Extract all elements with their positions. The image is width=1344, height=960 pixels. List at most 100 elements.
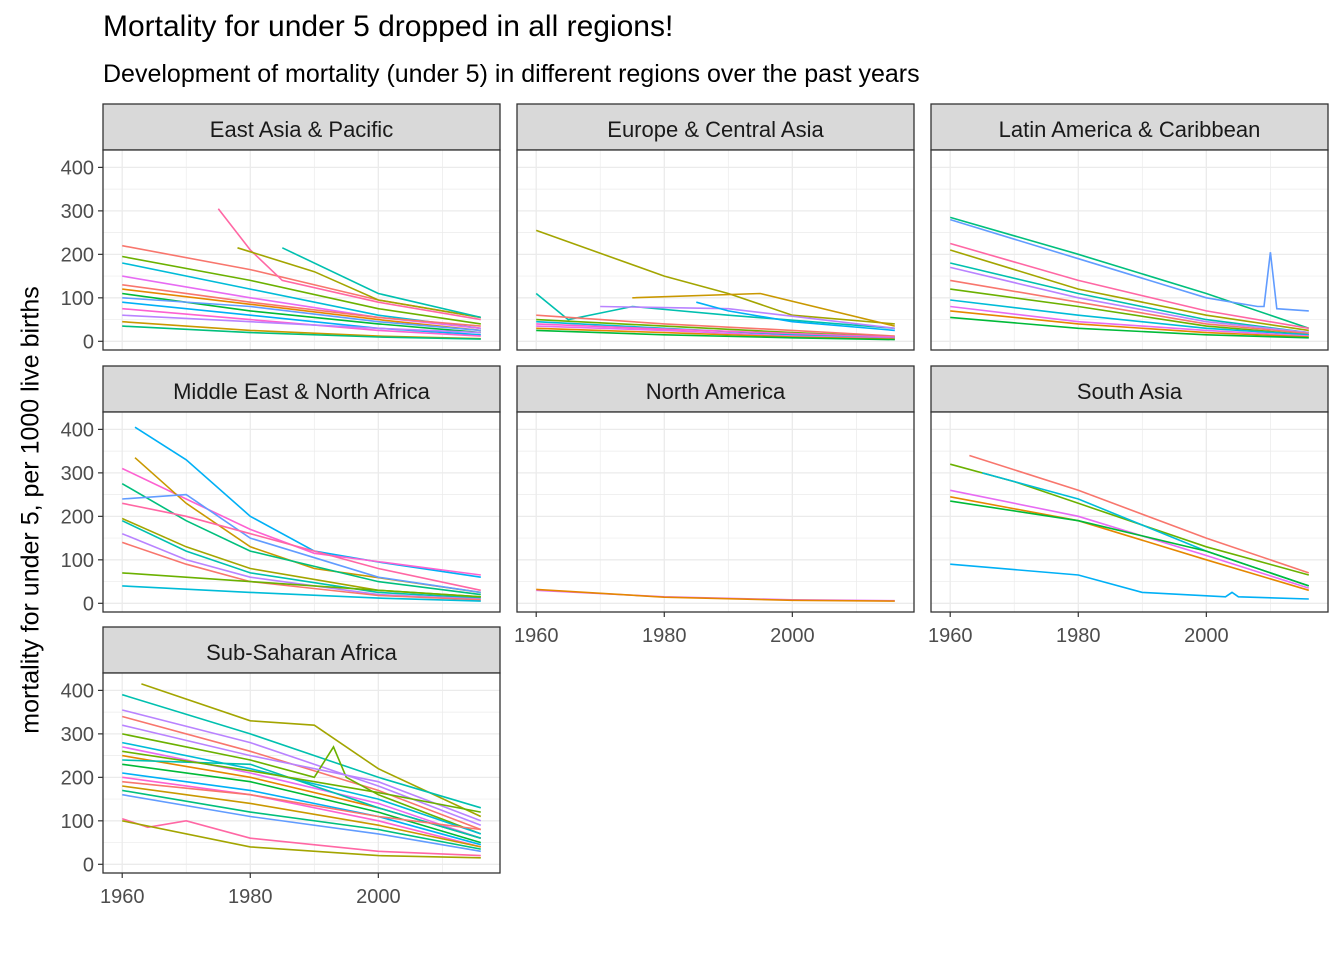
facet-strip — [516, 103, 915, 151]
series-line — [122, 724, 482, 822]
series-line — [950, 266, 1309, 334]
series-line — [122, 502, 481, 592]
x-tick-label: 1960 — [514, 625, 559, 647]
series-line — [950, 288, 1309, 336]
panel-background — [931, 150, 1328, 350]
y-tick-label: 200 — [61, 767, 94, 789]
x-tick-label: 1960 — [928, 625, 973, 647]
facet-strip-label: Europe & Central Asia — [607, 117, 824, 142]
series-line — [122, 255, 481, 325]
x-tick-label: 1980 — [228, 886, 273, 908]
panel-border — [516, 149, 915, 351]
facet-strip — [102, 626, 501, 674]
facet-panel: Latin America & Caribbean — [930, 103, 1329, 351]
y-tick-label: 200 — [61, 506, 94, 528]
x-tick-label: 1980 — [642, 625, 687, 647]
series-line — [122, 314, 481, 334]
y-tick-label: 400 — [61, 419, 94, 441]
series-line — [122, 709, 482, 826]
x-tick-label: 1960 — [100, 886, 145, 908]
series-line — [121, 693, 482, 809]
y-tick-label: 100 — [61, 550, 94, 572]
facet-strip-label: East Asia & Pacific — [210, 117, 393, 142]
series-line — [122, 780, 481, 831]
y-tick-label: 400 — [61, 157, 94, 179]
chart-title: Mortality for under 5 dropped in all reg… — [103, 10, 674, 43]
series-line — [122, 772, 482, 846]
series-line — [536, 329, 895, 341]
facet-panel: North America 1960 1980 2000 — [514, 365, 915, 647]
series-line — [696, 301, 895, 332]
facet-strip — [516, 365, 915, 413]
series-line — [122, 572, 481, 598]
series-line — [950, 262, 1309, 334]
series-line — [237, 247, 481, 319]
chart-subtitle: Development of mortality (under 5) in di… — [103, 60, 920, 88]
series-line — [122, 288, 481, 332]
panel-border — [930, 411, 1329, 613]
series-line — [121, 715, 482, 831]
series-line — [950, 316, 1309, 339]
y-tick-label: 200 — [61, 244, 94, 266]
y-tick-label: 300 — [61, 201, 94, 223]
x-tick-label: 1980 — [1056, 625, 1101, 647]
series-line — [122, 776, 481, 848]
series-line — [950, 563, 1309, 600]
series-line — [536, 323, 895, 338]
series-line — [122, 750, 481, 813]
x-tick-label: 2000 — [770, 625, 815, 647]
panel-border — [102, 672, 501, 874]
series-line — [217, 208, 481, 321]
facet-strip — [102, 365, 501, 413]
facet-strip-label: Sub-Saharan Africa — [206, 640, 398, 665]
series-line — [121, 467, 481, 576]
series-line — [281, 247, 481, 319]
series-line — [141, 683, 482, 818]
series-line — [122, 284, 481, 327]
series-line — [536, 588, 895, 602]
x-tick-label: 2000 — [356, 886, 401, 908]
series-line — [949, 218, 1309, 312]
series-line — [950, 310, 1309, 338]
panel-background — [931, 412, 1328, 612]
series-line — [536, 314, 895, 337]
series-line — [122, 763, 482, 844]
series-line — [969, 454, 1310, 574]
series-line — [122, 793, 481, 853]
facet-panel: Europe & Central Asia — [516, 103, 915, 351]
series-line — [950, 279, 1309, 335]
y-tick-label: 0 — [83, 331, 94, 353]
facet-strip-label: North America — [646, 379, 786, 404]
panel-border — [102, 149, 501, 351]
series-line — [632, 292, 895, 327]
series-line — [121, 483, 481, 596]
series-line — [122, 820, 481, 859]
series-line — [122, 746, 482, 839]
series-line — [122, 741, 482, 835]
series-line — [122, 493, 481, 594]
series-line — [122, 297, 481, 332]
series-line — [122, 785, 481, 848]
series-line — [949, 242, 1309, 330]
facet-strip-label: Latin America & Caribbean — [999, 117, 1261, 142]
series-line — [949, 249, 1309, 332]
series-line — [950, 496, 1310, 592]
facet-strip — [930, 103, 1329, 151]
panel-border — [930, 149, 1329, 351]
series-line — [121, 519, 481, 599]
y-tick-label: 300 — [61, 463, 94, 485]
series-line — [600, 305, 895, 330]
y-tick-label: 0 — [83, 593, 94, 615]
facet-panel: Sub-Saharan Africa 0 100 200 300 400 1960 1980 2… — [61, 626, 501, 908]
panel-border — [102, 411, 501, 613]
series-line — [122, 733, 482, 835]
series-line — [122, 301, 481, 336]
series-line — [950, 299, 1309, 336]
y-tick-label: 100 — [61, 288, 94, 310]
series-line — [950, 500, 1310, 587]
y-tick-label: 300 — [61, 724, 94, 746]
series-line — [949, 216, 1310, 330]
facet-panel: South Asia 1960 1980 2000 — [928, 365, 1329, 647]
facet-strip-label: Middle East & North Africa — [173, 379, 431, 404]
